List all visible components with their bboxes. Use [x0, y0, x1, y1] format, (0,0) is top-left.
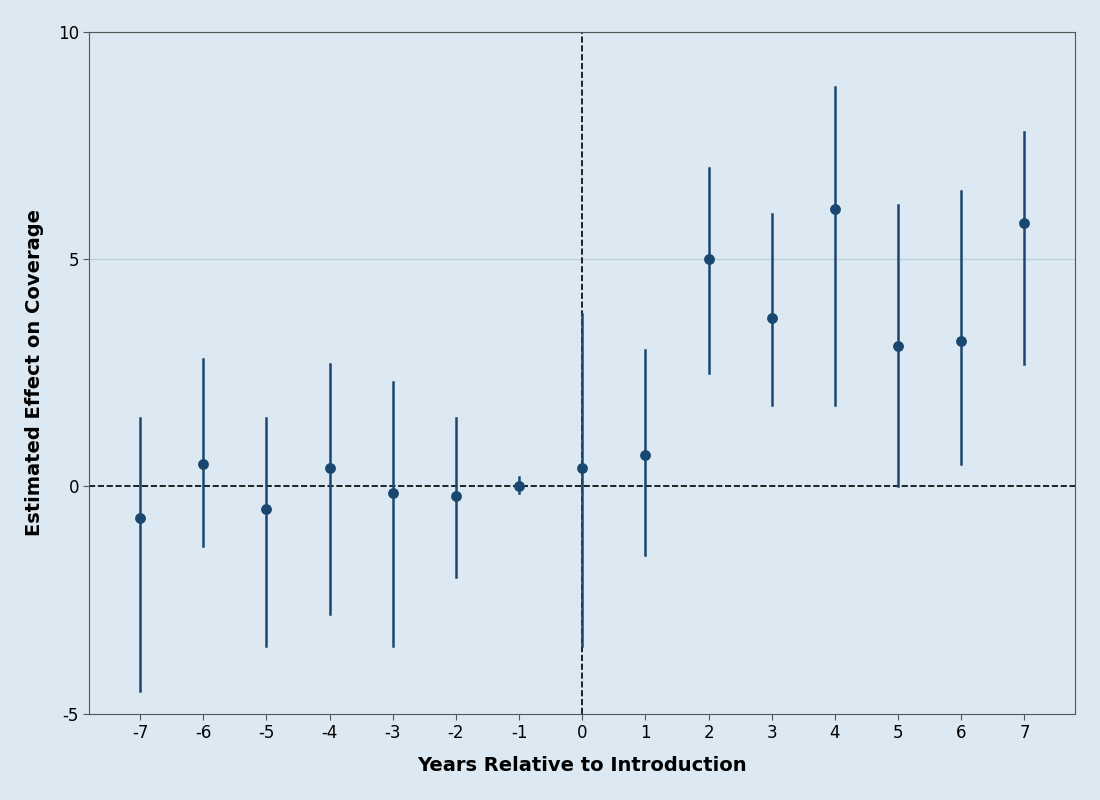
Point — [384, 487, 402, 500]
Point — [257, 502, 275, 515]
Y-axis label: Estimated Effect on Coverage: Estimated Effect on Coverage — [25, 210, 44, 536]
Point — [573, 462, 591, 474]
Point — [195, 458, 212, 470]
Point — [637, 448, 654, 461]
X-axis label: Years Relative to Introduction: Years Relative to Introduction — [417, 756, 747, 775]
Point — [321, 462, 339, 474]
Point — [1015, 217, 1033, 230]
Point — [510, 479, 528, 492]
Point — [700, 253, 717, 266]
Point — [131, 512, 149, 525]
Point — [763, 312, 781, 325]
Point — [447, 489, 464, 502]
Point — [826, 203, 844, 216]
Point — [953, 334, 970, 347]
Point — [889, 339, 906, 352]
